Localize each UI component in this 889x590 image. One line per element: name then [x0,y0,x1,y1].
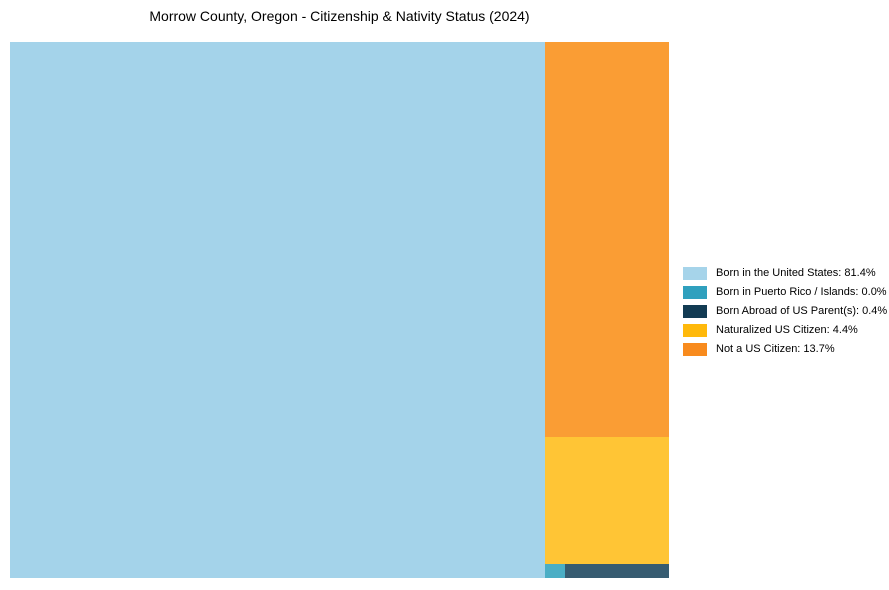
legend-item-not-a-us-citizen: Not a US Citizen: 13.7% [683,343,887,356]
legend-swatch-naturalized-us-citizen [683,324,707,337]
legend-swatch-not-a-us-citizen [683,343,707,356]
treemap-cell-naturalized-us-citizen [545,437,669,564]
legend-label: Born in Puerto Rico / Islands: 0.0% [716,286,887,298]
treemap-cell-born-in-puerto-rico-islands [545,564,565,578]
legend-item-naturalized-us-citizen: Naturalized US Citizen: 4.4% [683,324,887,337]
treemap-cell-born-in-the-united-states [10,42,545,578]
treemap-cell-born-abroad-of-us-parents [565,564,669,578]
treemap-plot-area [10,42,669,578]
legend-swatch-born-in-puerto-rico-islands [683,286,707,299]
legend-label: Not a US Citizen: 13.7% [716,343,835,355]
legend-item-born-abroad-of-us-parents: Born Abroad of US Parent(s): 0.4% [683,305,887,318]
legend-item-born-in-puerto-rico-islands: Born in Puerto Rico / Islands: 0.0% [683,286,887,299]
legend-swatch-born-abroad-of-us-parents [683,305,707,318]
legend-item-born-in-the-united-states: Born in the United States: 81.4% [683,267,887,280]
chart-title: Morrow County, Oregon - Citizenship & Na… [149,8,530,24]
legend: Born in the United States: 81.4% Born in… [683,267,887,362]
legend-swatch-born-in-the-united-states [683,267,707,280]
legend-label: Naturalized US Citizen: 4.4% [716,324,858,336]
legend-label: Born Abroad of US Parent(s): 0.4% [716,305,888,317]
treemap-cell-not-a-us-citizen [545,42,669,437]
legend-label: Born in the United States: 81.4% [716,267,876,279]
